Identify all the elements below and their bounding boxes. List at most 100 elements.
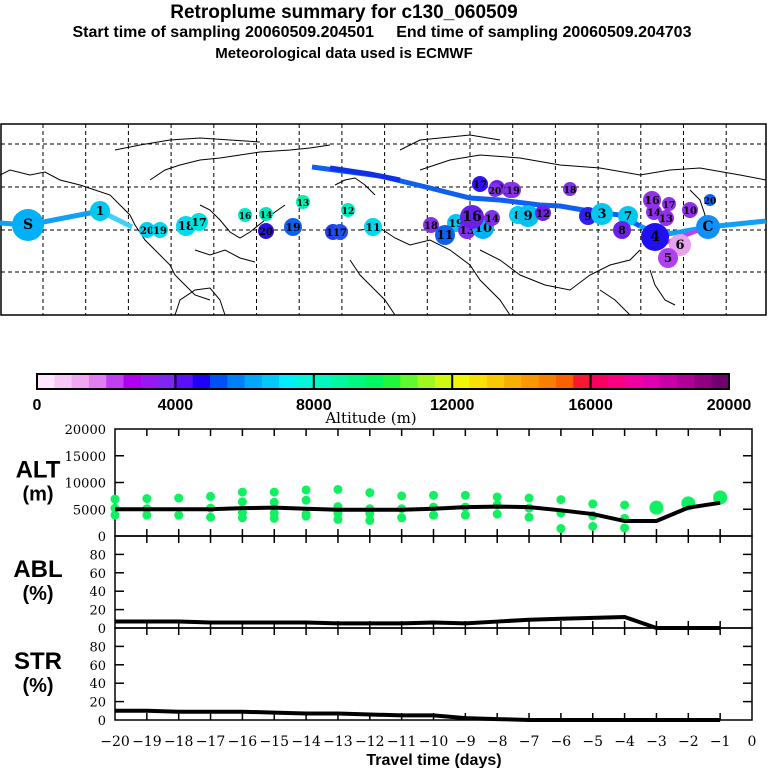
y-tick-label: 0 bbox=[98, 530, 106, 545]
cluster-label: 14 bbox=[260, 211, 273, 221]
y-tick-label: 5000 bbox=[73, 503, 106, 518]
cluster-label: C bbox=[702, 219, 713, 235]
cluster-label: 16 bbox=[462, 209, 481, 225]
coastline bbox=[419, 154, 767, 181]
cluster-circle bbox=[12, 209, 44, 241]
colorbar-tick-label: 8000 bbox=[296, 397, 332, 414]
cluster-circle bbox=[332, 224, 348, 240]
alt-point bbox=[588, 499, 598, 509]
cluster-label: 11 bbox=[365, 221, 380, 234]
alt-point bbox=[524, 512, 534, 522]
cluster-marker: 14 bbox=[259, 207, 273, 221]
cluster-marker: 9 bbox=[517, 205, 539, 227]
coastline bbox=[194, 249, 256, 263]
y-tick-label: 15000 bbox=[65, 450, 106, 465]
y-tick-label: 80 bbox=[89, 548, 106, 563]
alt-point bbox=[142, 494, 152, 504]
colorbar-tick-label: 12000 bbox=[430, 397, 475, 414]
colorbar-swatch bbox=[486, 374, 505, 389]
alt-mean-line bbox=[115, 500, 721, 524]
met-data-source: Meteorological data used is ECMWF bbox=[215, 45, 473, 62]
cluster-label: 13 bbox=[297, 199, 310, 209]
colorbar-swatch bbox=[313, 374, 332, 389]
x-tick-label: −19 bbox=[132, 734, 162, 750]
cluster-circle bbox=[484, 210, 500, 226]
cluster-circle bbox=[517, 205, 539, 227]
cluster-marker: 20 bbox=[704, 194, 717, 207]
cluster-circle bbox=[435, 225, 455, 245]
panel-alt: 0 5000 10000 15000 20000 ALT(m) bbox=[16, 423, 753, 545]
cluster-circle bbox=[423, 217, 439, 233]
x-tick-label: −14 bbox=[291, 734, 321, 750]
colorbar-swatch bbox=[659, 374, 678, 389]
cluster-circle bbox=[364, 218, 382, 236]
map-clusters: S120191817161413122019181711162014191811… bbox=[12, 176, 720, 268]
altitude-colorbar: 0 4000 8000 12000 16000 20000 bbox=[33, 373, 751, 414]
x-tick-label: −3 bbox=[646, 734, 667, 750]
coastline bbox=[0, 169, 211, 301]
cluster-circle bbox=[658, 248, 678, 268]
cluster-circle bbox=[591, 203, 613, 225]
cluster-circle bbox=[658, 210, 674, 226]
alt-point bbox=[301, 511, 311, 521]
cluster-marker: 8 bbox=[613, 221, 631, 239]
x-tick-label: −5 bbox=[582, 734, 603, 750]
x-tick-label: −10 bbox=[419, 734, 449, 750]
cluster-marker: 13 bbox=[658, 210, 674, 226]
colorbar-swatch bbox=[383, 374, 401, 389]
x-tick-label: 0 bbox=[748, 734, 757, 750]
cluster-marker: 20 bbox=[139, 222, 155, 238]
alt-point bbox=[269, 497, 279, 507]
cluster-label: 9 bbox=[584, 210, 592, 223]
colorbar-swatch bbox=[37, 374, 55, 389]
cluster-circle bbox=[460, 205, 484, 229]
cluster-marker: C bbox=[696, 215, 720, 239]
colorbar-swatch bbox=[106, 374, 124, 389]
alt-point bbox=[429, 490, 438, 500]
alt-point bbox=[269, 513, 279, 523]
alt-point bbox=[333, 514, 343, 524]
colorbar-swatch bbox=[590, 374, 609, 389]
cluster-marker: 17 bbox=[190, 213, 208, 231]
cluster-label: 17 bbox=[333, 228, 347, 239]
colorbar-swatch bbox=[279, 374, 297, 389]
colorbar-label: Altitude (m) bbox=[324, 409, 416, 427]
colorbar-swatch bbox=[227, 374, 246, 389]
cluster-circle bbox=[152, 222, 168, 238]
cluster-marker: 17 bbox=[472, 176, 488, 192]
cluster-label: 17 bbox=[663, 201, 676, 211]
colorbar-swatch bbox=[521, 374, 540, 389]
cluster-label: 20 bbox=[704, 197, 717, 207]
colorbar-swatch bbox=[348, 374, 367, 389]
y-tick-label: 60 bbox=[89, 567, 106, 582]
x-tick-label: −20 bbox=[100, 734, 130, 750]
x-tick-label: −12 bbox=[355, 734, 385, 750]
alt-point bbox=[397, 513, 407, 523]
x-tick-label: −13 bbox=[323, 734, 353, 750]
y-axis-title: STR bbox=[14, 648, 62, 675]
alt-point bbox=[301, 495, 311, 505]
cluster-circle bbox=[259, 207, 273, 221]
alt-point bbox=[620, 523, 630, 533]
y-tick-label: 0 bbox=[98, 714, 106, 729]
colorbar-swatch bbox=[365, 374, 384, 389]
cluster-label: 20 bbox=[259, 227, 273, 238]
alt-point bbox=[237, 487, 247, 497]
cluster-marker: 13 bbox=[296, 195, 310, 209]
x-tick-label: −8 bbox=[487, 734, 508, 750]
cluster-label: 10 bbox=[683, 206, 697, 217]
trajectory-atlantic bbox=[329, 165, 401, 183]
x-tick-label: −7 bbox=[519, 734, 540, 750]
alt-point bbox=[429, 510, 438, 520]
colorbar-swatch bbox=[123, 374, 142, 389]
alt-point bbox=[237, 497, 247, 507]
colorbar-tick-label: 0 bbox=[33, 397, 42, 414]
colorbar-swatch bbox=[261, 374, 280, 389]
cluster-marker: 17 bbox=[662, 197, 676, 211]
coastline bbox=[479, 249, 641, 291]
alt-point bbox=[556, 495, 566, 505]
colorbar-swatch bbox=[677, 374, 695, 389]
x-tick-label: −15 bbox=[259, 734, 289, 750]
y-axis-unit: (%) bbox=[22, 675, 53, 697]
